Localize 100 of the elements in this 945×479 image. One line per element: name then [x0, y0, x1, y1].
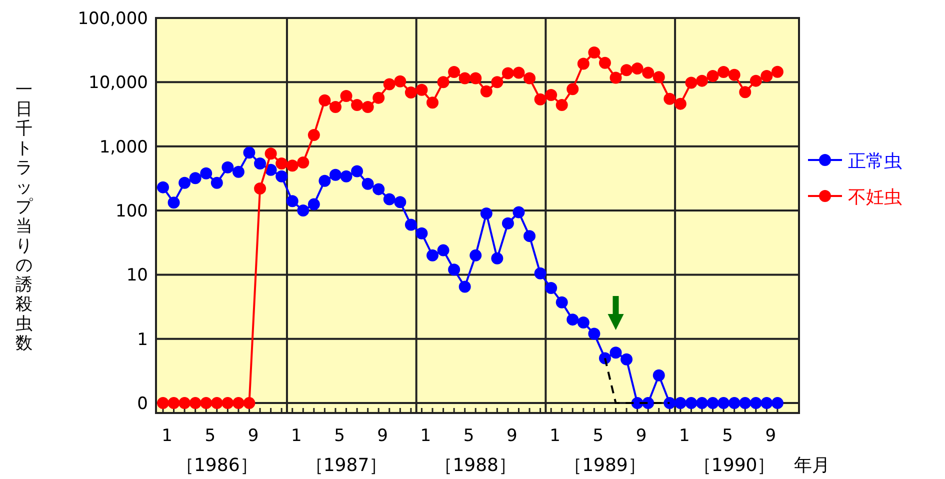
point — [524, 230, 536, 242]
x-tick-label: 9 — [377, 426, 388, 446]
point — [372, 183, 385, 196]
point — [480, 85, 492, 98]
point — [491, 252, 504, 264]
point — [545, 89, 558, 102]
point — [588, 46, 600, 58]
y-tick-label: 100 — [116, 202, 148, 222]
point — [696, 397, 708, 410]
point — [308, 129, 320, 142]
point — [610, 346, 622, 359]
text: ［1989］ — [564, 455, 646, 476]
y-tick-label: 100,000 — [78, 9, 148, 29]
point — [620, 353, 633, 366]
point — [685, 76, 698, 89]
text: ［1990］ — [693, 455, 776, 476]
point — [664, 397, 676, 410]
point — [760, 397, 773, 410]
point — [642, 66, 654, 79]
text: ［1986］ — [176, 455, 258, 476]
point — [200, 397, 212, 410]
point — [168, 196, 180, 209]
point — [222, 397, 234, 410]
point — [254, 158, 266, 170]
point — [168, 397, 180, 410]
point — [426, 96, 438, 109]
point — [383, 193, 396, 206]
point — [297, 156, 310, 169]
point — [383, 78, 396, 90]
point — [588, 328, 600, 340]
point — [426, 249, 438, 262]
text: ［1987］ — [305, 455, 388, 476]
point — [556, 296, 568, 308]
x-tick-label: 5 — [204, 426, 216, 446]
point — [566, 83, 579, 96]
point — [512, 66, 525, 79]
point — [610, 72, 622, 84]
point — [598, 56, 611, 69]
point — [437, 244, 450, 256]
x-tick-label: 5 — [722, 426, 733, 446]
y-tick-label: 0 — [137, 394, 148, 414]
point — [685, 397, 698, 410]
point — [404, 218, 417, 231]
point — [318, 94, 331, 106]
point — [491, 76, 504, 88]
point — [232, 166, 244, 178]
point — [728, 397, 740, 410]
x-tick-label: 9 — [765, 426, 776, 446]
x-tick-label: 1 — [162, 426, 172, 446]
point — [276, 170, 288, 182]
point — [760, 70, 773, 82]
point — [556, 99, 568, 112]
point — [404, 86, 417, 99]
point — [750, 74, 762, 87]
point — [706, 397, 719, 410]
point — [362, 178, 374, 190]
point — [189, 397, 202, 410]
y-tick-label: 1 — [137, 330, 148, 350]
point — [652, 71, 665, 84]
point — [254, 182, 266, 195]
point — [631, 62, 644, 75]
x-tick-label: 1 — [679, 426, 690, 446]
point — [728, 68, 740, 81]
point — [620, 64, 633, 76]
y-tick-label: 10 — [126, 266, 148, 286]
point — [577, 316, 590, 328]
point — [264, 164, 277, 176]
point — [210, 176, 223, 189]
point — [210, 397, 223, 410]
x-tick-label: 1 — [550, 426, 560, 446]
point — [157, 397, 169, 410]
point — [178, 176, 191, 189]
point — [394, 75, 406, 88]
point — [480, 207, 492, 220]
point — [674, 98, 686, 110]
x-axis-title: 年月 — [794, 455, 830, 476]
point — [416, 84, 428, 96]
point — [470, 72, 482, 84]
point — [674, 397, 686, 410]
point — [545, 282, 558, 294]
text: ［1988］ — [434, 455, 517, 476]
point — [664, 92, 676, 105]
point — [276, 158, 288, 170]
point — [372, 92, 385, 104]
point — [329, 168, 342, 181]
point — [577, 58, 590, 70]
point — [750, 397, 762, 410]
point — [308, 198, 320, 210]
x-tick-label: 9 — [506, 426, 518, 446]
point — [718, 397, 730, 410]
point — [502, 217, 514, 230]
point — [200, 167, 212, 180]
point — [351, 99, 364, 112]
point — [318, 174, 331, 187]
x-tick-label: 9 — [636, 426, 647, 446]
x-tick-label: 5 — [592, 426, 604, 446]
point — [232, 397, 244, 410]
legend-label: 不妊虫 — [848, 187, 902, 208]
point — [706, 70, 719, 82]
point — [243, 397, 256, 410]
